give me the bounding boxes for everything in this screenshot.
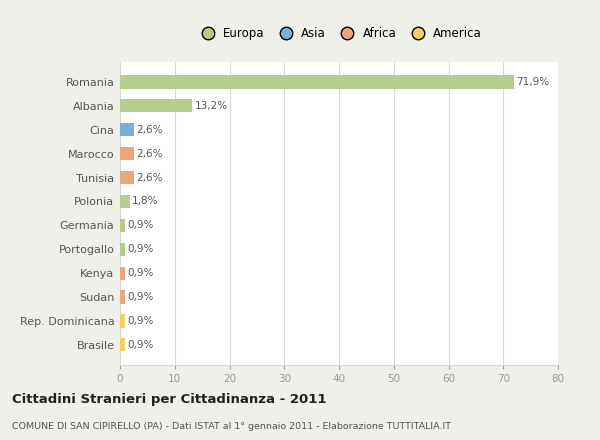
Text: 2,6%: 2,6% xyxy=(136,172,163,183)
Text: 2,6%: 2,6% xyxy=(136,149,163,159)
Bar xyxy=(120,75,514,88)
Bar xyxy=(120,195,130,208)
Bar xyxy=(120,267,125,280)
Bar xyxy=(120,338,125,352)
Text: 0,9%: 0,9% xyxy=(127,340,154,350)
Text: 0,9%: 0,9% xyxy=(127,292,154,302)
Text: 0,9%: 0,9% xyxy=(127,316,154,326)
Text: Cittadini Stranieri per Cittadinanza - 2011: Cittadini Stranieri per Cittadinanza - 2… xyxy=(12,392,326,406)
Text: 71,9%: 71,9% xyxy=(516,77,549,87)
Bar xyxy=(120,314,125,327)
Bar xyxy=(120,147,134,160)
Bar xyxy=(120,171,134,184)
Text: 13,2%: 13,2% xyxy=(194,101,227,111)
Text: 0,9%: 0,9% xyxy=(127,244,154,254)
Text: 1,8%: 1,8% xyxy=(132,196,158,206)
Text: COMUNE DI SAN CIPIRELLO (PA) - Dati ISTAT al 1° gennaio 2011 - Elaborazione TUTT: COMUNE DI SAN CIPIRELLO (PA) - Dati ISTA… xyxy=(12,422,451,431)
Text: 0,9%: 0,9% xyxy=(127,268,154,278)
Text: 0,9%: 0,9% xyxy=(127,220,154,231)
Bar xyxy=(120,243,125,256)
Bar xyxy=(120,290,125,304)
Legend: Europa, Asia, Africa, America: Europa, Asia, Africa, America xyxy=(191,22,487,44)
Bar xyxy=(120,123,134,136)
Text: 2,6%: 2,6% xyxy=(136,125,163,135)
Bar xyxy=(120,99,192,113)
Bar xyxy=(120,219,125,232)
